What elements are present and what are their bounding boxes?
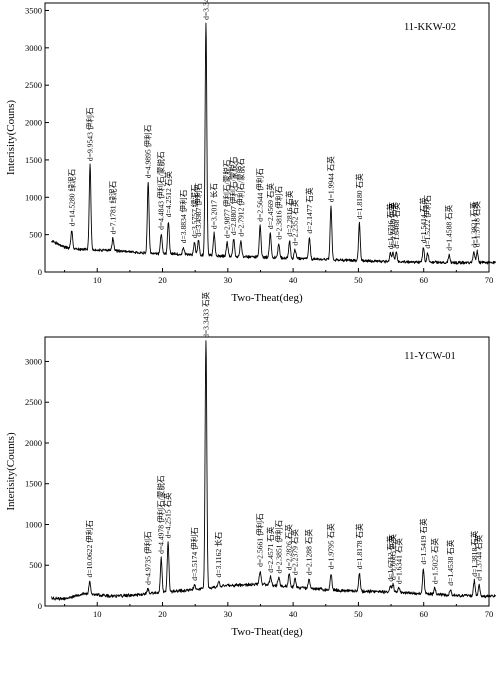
peak-label: d=1.6468 石英	[391, 202, 401, 248]
x-tick-label: 10	[93, 275, 102, 285]
peak-label: d=1.5025 石英	[429, 538, 439, 584]
peak-label: d=1.9795 石英	[326, 523, 336, 569]
peak-label: d=4.9735 伊利石	[142, 531, 152, 585]
peak-label: d=3.2017 长石	[209, 183, 219, 229]
x-tick-label: 50	[354, 609, 363, 619]
peak-label: d=1.3818 石英	[469, 530, 479, 576]
peak-label: d=10.0622 伊利石	[84, 520, 94, 578]
sample-label: 11-YCW-01	[404, 351, 456, 362]
y-axis-label: Interisity(Counts)	[5, 432, 17, 511]
peak-label: d=4.2515 石英	[163, 492, 173, 538]
peak-label: d=1.6683 石英	[388, 534, 398, 580]
peak-label: d=3.5174 伊利石	[189, 527, 199, 581]
peak-label: d=2.2379 石英	[290, 529, 300, 575]
peak-label: d=1.6609 石英	[388, 201, 398, 247]
peak-label: d=1.3821 石英	[469, 201, 479, 247]
x-tick-label: 30	[224, 275, 233, 285]
x-tick-label: 70	[485, 609, 494, 619]
x-tick-label: 20	[158, 275, 167, 285]
peak-label: d=1.4538 石英	[445, 539, 455, 585]
y-tick-label: 3000	[25, 43, 42, 53]
peak-label: d=4.4978 伊利石/蒙脱石	[156, 475, 166, 554]
x-tick-label: 70	[485, 275, 494, 285]
peak-label: d=1.4588 石英	[444, 204, 454, 250]
y-tick-label: 500	[29, 560, 42, 570]
peak-label: d=1.6716 石英	[385, 203, 395, 249]
y-tick-label: 3000	[25, 356, 42, 366]
peak-label: d=9.9543 伊利石	[85, 107, 95, 161]
peak-label: d=3.1162 长石	[213, 531, 223, 577]
y-tick-label: 2000	[25, 118, 42, 128]
peak-label: d=2.4569 石英	[265, 183, 275, 229]
xrd-pattern-line	[51, 340, 496, 601]
x-axis-label: Two-Theat(deg)	[231, 292, 303, 304]
peak-label: d=14.5280 绿泥石	[67, 168, 76, 226]
xrd-panel-top: 10 20 30 40 50 60 70 0 500 1000 1500 2000 2500 3000 35…	[5, 0, 496, 304]
peak-label: d=2.2816 石英	[284, 190, 294, 236]
peak-label: d=2.8807 伊利石/蒙脱石	[228, 156, 238, 235]
y-axis-label: Interisity(Couns)	[5, 100, 17, 175]
y-tick-label: 1000	[25, 519, 42, 529]
peak-label: d=1.3744 石英	[474, 534, 484, 580]
y-tick-label: 0	[38, 267, 42, 277]
peak-label: d=3.3411 石英	[200, 0, 210, 20]
x-tick-label: 60	[419, 275, 428, 285]
x-tick-label: 50	[354, 275, 363, 285]
y-tick-label: 3500	[25, 5, 42, 15]
y-tick-label: 2000	[25, 438, 42, 448]
plot-frame	[44, 2, 490, 273]
peak-label: d=4.2512 石英	[163, 171, 173, 217]
xrd-panel-bottom: 10 20 30 40 50 60 70 0 500 1000 1500 2000 2500 3000 d=…	[5, 291, 496, 638]
peak-label: d=1.3718 石英	[472, 201, 482, 247]
peak-label: d=2.1288 石英	[304, 529, 314, 575]
peak-label: d=3.3433 石英	[200, 291, 210, 337]
peak-label: d=1.5414 石英	[418, 197, 428, 243]
peak-label: d=4.4843 伊利石/蒙脱石	[156, 151, 166, 230]
peak-label: d=2.3816 伊利石	[273, 186, 283, 240]
x-tick-label: 40	[289, 275, 298, 285]
x-axis-label: Two-Theat(deg)	[231, 626, 303, 638]
peak-label: d=1.9944 石英	[326, 156, 336, 202]
x-tick-label: 30	[224, 609, 233, 619]
xrd-pattern-line	[51, 22, 496, 265]
peak-label: d=2.1477 石英	[304, 187, 314, 233]
plot-frame	[44, 336, 490, 607]
peak-label: d=1.6712 石英	[385, 535, 395, 581]
peak-label: d=1.5222 伊利石	[422, 195, 432, 249]
peak-label: d=1.5419 石英	[418, 518, 428, 564]
y-tick-label: 1500	[25, 155, 42, 165]
x-tick-label: 10	[93, 609, 102, 619]
peak-label: d=1.6341 石英	[393, 538, 403, 584]
peak-label: d=3.5757 绿泥石	[190, 184, 199, 238]
y-tick-label: 0	[38, 601, 42, 611]
peak-label: d=1.8178 石英	[354, 523, 364, 569]
x-tick-label: 20	[158, 609, 167, 619]
peak-label: d=3.8834 伊利石	[178, 189, 188, 243]
y-tick-label: 500	[29, 230, 42, 240]
peak-label: d=7.1781 绿泥石	[108, 180, 117, 234]
peak-label: d=2.5644 伊利石	[255, 168, 265, 222]
peak-label: d=2.2352 石英	[290, 199, 300, 245]
peak-label: d=2.5661 伊利石	[255, 513, 265, 567]
y-tick-label: 1500	[25, 479, 42, 489]
peak-label: d=4.9895 伊利石	[143, 124, 153, 178]
peak-label: d=2.2826 石英	[284, 524, 294, 570]
peak-label: d=2.9877 伊利石/蒙脱石	[222, 159, 232, 238]
peak-label: d=3.4987 伊利石	[193, 183, 203, 237]
sample-label: 11-KKW-02	[404, 22, 456, 33]
peak-label: d=2.7912 伊利石/蒙脱石	[235, 158, 245, 237]
x-tick-label: 40	[289, 609, 298, 619]
y-tick-label: 1000	[25, 192, 42, 202]
x-tick-label: 60	[419, 609, 428, 619]
peak-label: d=1.8180 石英	[354, 173, 364, 219]
peak-label: d=2.4571 石英	[265, 526, 275, 572]
y-tick-label: 2500	[25, 397, 42, 407]
peak-label: d=2.3851 伊利石	[273, 519, 283, 573]
y-tick-label: 2500	[25, 80, 42, 90]
